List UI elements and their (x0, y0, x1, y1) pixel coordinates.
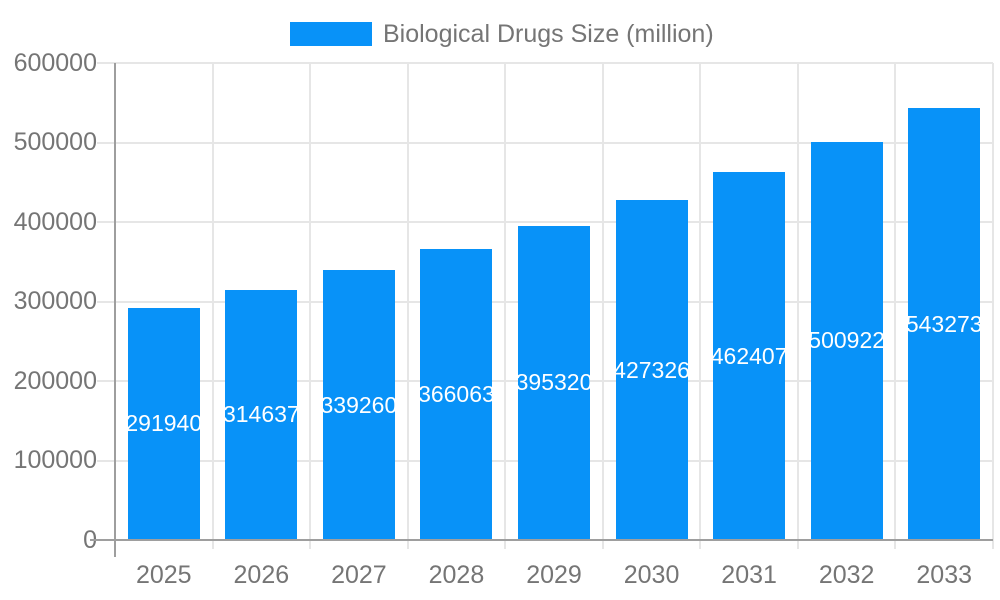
x-axis-label: 2027 (331, 561, 387, 589)
x-gridline (406, 63, 409, 549)
bar-value-label: 462407 (713, 342, 786, 369)
x-axis-label: 2032 (818, 561, 875, 589)
y-axis-label: 300000 (13, 287, 97, 315)
bar-value-label: 543273 (908, 310, 981, 337)
bar-value-label: 314637 (225, 401, 298, 428)
bar-2029[interactable]: 395320 (518, 225, 590, 540)
y-gridline (97, 221, 993, 223)
x-gridline (894, 63, 897, 549)
legend-label: Biological Drugs Size (million) (383, 20, 714, 48)
x-axis-label: 2026 (233, 561, 290, 589)
bar-2027[interactable]: 339260 (322, 270, 395, 540)
x-axis-label: 2028 (428, 561, 485, 589)
y-axis-label: 600000 (13, 48, 97, 77)
bar-2032[interactable]: 500922 (810, 141, 883, 540)
x-gridline (211, 63, 214, 549)
y-axis-label: 400000 (13, 207, 97, 236)
bar-value-label: 395320 (518, 369, 590, 396)
x-gridline (796, 63, 799, 549)
x-axis-line (90, 539, 993, 541)
y-axis-label: 100000 (13, 446, 97, 474)
bar-value-label: 291940 (127, 410, 200, 437)
x-gridline (309, 63, 312, 549)
y-axis-label: 500000 (13, 128, 97, 156)
bar-2028[interactable]: 366063 (420, 248, 493, 540)
legend[interactable]: Biological Drugs Size (million) (290, 20, 714, 48)
y-axis-label: 0 (83, 525, 97, 554)
bar-value-label: 500922 (810, 327, 883, 354)
x-gridline (992, 63, 994, 549)
legend-swatch-icon (290, 22, 372, 46)
bar-2030[interactable]: 427326 (615, 200, 688, 540)
bar-value-label: 427326 (615, 356, 688, 383)
x-axis-label: 2025 (135, 561, 192, 589)
x-gridline (504, 63, 507, 549)
y-gridline (97, 141, 993, 144)
bar-2026[interactable]: 314637 (225, 289, 298, 540)
y-axis-line (114, 63, 116, 557)
y-axis-label: 200000 (13, 366, 97, 395)
x-axis-label: 2030 (623, 561, 680, 589)
bar-value-label: 339260 (322, 391, 395, 418)
bar-2031[interactable]: 462407 (713, 172, 786, 540)
y-gridline (97, 62, 993, 64)
x-gridline (601, 63, 604, 549)
x-axis-label: 2029 (526, 561, 582, 589)
x-gridline (699, 63, 702, 549)
bar-2033[interactable]: 543273 (908, 108, 981, 540)
bar-2025[interactable]: 291940 (127, 307, 200, 540)
x-axis-label: 2033 (916, 561, 973, 589)
x-axis-label: 2031 (721, 561, 777, 589)
bar-value-label: 366063 (420, 380, 493, 407)
